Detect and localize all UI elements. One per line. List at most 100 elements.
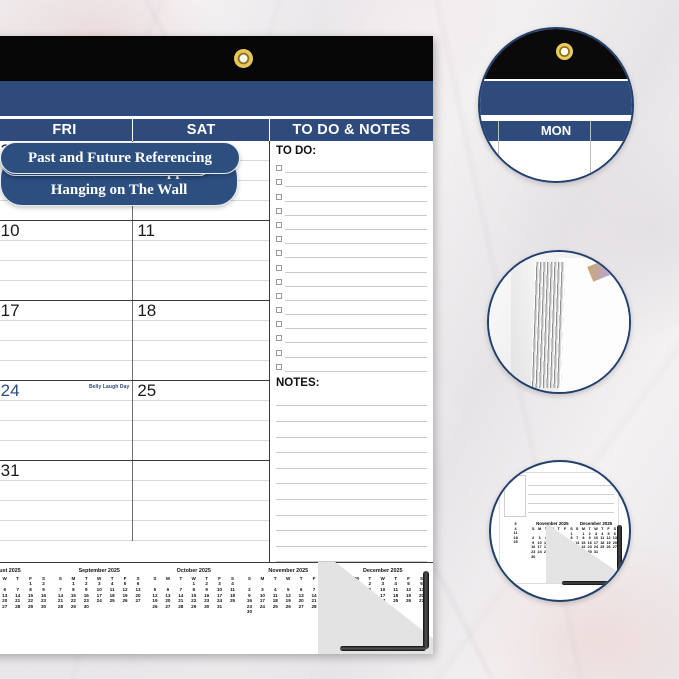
mini-calendar-day xyxy=(226,604,239,610)
todo-line[interactable] xyxy=(276,273,427,287)
todo-line[interactable] xyxy=(276,315,427,330)
checkbox-icon[interactable] xyxy=(276,321,282,328)
mini-calendar-day: 24 xyxy=(96,598,102,604)
mini-calendar-day: 20 xyxy=(2,598,8,604)
callout-referencing-label: Past and Future Referencing xyxy=(0,142,240,174)
checkbox-icon[interactable] xyxy=(276,236,282,243)
mini-calendar-day: 3 xyxy=(538,536,541,541)
todo-line[interactable] xyxy=(276,244,427,259)
checkbox-icon[interactable] xyxy=(276,264,282,271)
notes-line[interactable] xyxy=(276,422,427,438)
calendar-day-cell[interactable]: 25 xyxy=(133,381,270,460)
mini-calendar-day xyxy=(256,609,269,615)
notes-line[interactable] xyxy=(276,391,427,407)
todo-line[interactable] xyxy=(276,258,427,273)
notes-line[interactable] xyxy=(276,438,427,454)
mini-calendar-dow: F xyxy=(123,575,127,581)
mini-calendar-day: 1 xyxy=(29,581,32,587)
mini-calendar-day: 24 xyxy=(217,598,223,604)
todo-line[interactable] xyxy=(276,216,427,230)
mini-calendar-dow: T xyxy=(299,575,303,581)
callout-mini-partial: 5 4 11 18 25 xyxy=(506,521,532,545)
checkbox-icon[interactable] xyxy=(276,250,282,257)
calendar-day-cell[interactable]: 31 xyxy=(0,461,134,541)
checkbox-icon[interactable] xyxy=(276,179,282,186)
mini-calendar-day: 18 xyxy=(272,598,278,604)
checkbox-icon[interactable] xyxy=(276,363,282,370)
mini-calendar-day: 18 xyxy=(543,545,549,550)
wall-calendar-sheet: RY 2025 THU FRI SAT TO DO & NOTES 341011… xyxy=(0,36,433,655)
notes-line[interactable] xyxy=(276,531,427,547)
notes-line[interactable] xyxy=(276,547,427,563)
notes-line[interactable] xyxy=(276,453,427,469)
mini-calendar-day: 23 xyxy=(204,598,210,604)
mini-calendar-dow: T xyxy=(179,575,183,581)
checkbox-icon[interactable] xyxy=(276,207,282,214)
mini-calendar-day: 2 xyxy=(205,581,208,587)
mini-calendar-day: 23 xyxy=(246,603,253,609)
checkbox-icon[interactable] xyxy=(276,349,282,356)
mini-calendar-day: 9 xyxy=(85,587,88,593)
mini-calendar-day: 19 xyxy=(122,592,128,598)
todo-line[interactable] xyxy=(276,202,427,216)
month-title: RY 2025 xyxy=(0,81,433,119)
checkbox-icon[interactable] xyxy=(276,221,282,228)
calendar-day-cell[interactable]: 11 xyxy=(133,221,270,300)
todo-line[interactable] xyxy=(276,230,427,245)
checkbox-icon[interactable] xyxy=(276,335,282,342)
todo-line[interactable] xyxy=(276,173,427,188)
todo-line[interactable] xyxy=(276,343,427,358)
calendar-day-cell[interactable]: 18 xyxy=(133,301,270,380)
todo-line[interactable] xyxy=(276,159,427,174)
mini-calendar-title: November 2025 xyxy=(536,521,569,526)
mini-calendar-day: 27 xyxy=(135,598,141,604)
notes-line[interactable] xyxy=(276,516,427,532)
mini-calendar-day: 10 xyxy=(217,587,223,593)
mini-calendar-day: 6 xyxy=(3,587,6,593)
mini-calendar-day: 14 xyxy=(311,592,317,598)
day-header-sat: SAT xyxy=(133,119,271,141)
mini-calendar-day: 7 xyxy=(59,587,62,593)
mini-calendar-day: 2 xyxy=(42,581,45,587)
mini-calendar-day: 28 xyxy=(57,603,64,609)
mini-calendar-day xyxy=(132,604,145,610)
todo-line[interactable] xyxy=(276,187,427,202)
checkbox-icon[interactable] xyxy=(276,292,282,299)
mini-calendar-day: 6 xyxy=(299,587,303,593)
mini-calendar-day: 14 xyxy=(15,592,21,598)
day-number: 11 xyxy=(137,221,155,240)
calendar-day-cell[interactable]: 10 xyxy=(0,221,134,300)
todo-line[interactable] xyxy=(276,301,427,316)
mini-calendar-day: 19 xyxy=(285,598,291,604)
todo-line[interactable] xyxy=(276,358,427,372)
notes-line[interactable] xyxy=(276,406,427,422)
todo-line[interactable] xyxy=(276,287,427,301)
notes-line[interactable] xyxy=(276,500,427,516)
mini-calendar-title: October 2025 xyxy=(176,568,211,575)
mini-calendar-day xyxy=(519,540,525,545)
week-row: 24 Belly Laugh Day 25 xyxy=(0,381,270,461)
mini-calendar-dow: F xyxy=(312,575,316,581)
checkbox-icon[interactable] xyxy=(276,307,282,314)
checkbox-icon[interactable] xyxy=(276,193,282,200)
mini-calendar-day: 21 xyxy=(311,598,317,604)
mini-calendar-day: 17 xyxy=(537,545,542,550)
todo-notes-header: TO DO & NOTES xyxy=(292,122,411,138)
notes-line[interactable] xyxy=(276,469,427,485)
calendar-day-cell[interactable] xyxy=(133,461,270,541)
notes-line[interactable] xyxy=(276,484,427,500)
checkbox-icon[interactable] xyxy=(276,165,282,172)
todo-line[interactable] xyxy=(276,329,427,344)
mini-calendar-day: 11 xyxy=(109,587,115,593)
mini-calendar-day: 29 xyxy=(191,603,197,609)
mini-calendar-day xyxy=(282,609,295,615)
mini-calendar: October 2025 S M T W T F S 1 2 3 4 5 6 7 8 9 10 11 12 13 14 15… xyxy=(147,568,242,654)
calendar-day-cell[interactable]: 17 xyxy=(0,301,134,380)
detail-day-header-mon: MON xyxy=(540,123,572,138)
checkbox-icon[interactable] xyxy=(276,278,282,285)
calendar-day-cell[interactable]: 24 Belly Laugh Day xyxy=(0,381,134,460)
mini-calendar-day: 21 xyxy=(178,598,184,604)
mini-calendar-day: 13 xyxy=(165,592,171,598)
